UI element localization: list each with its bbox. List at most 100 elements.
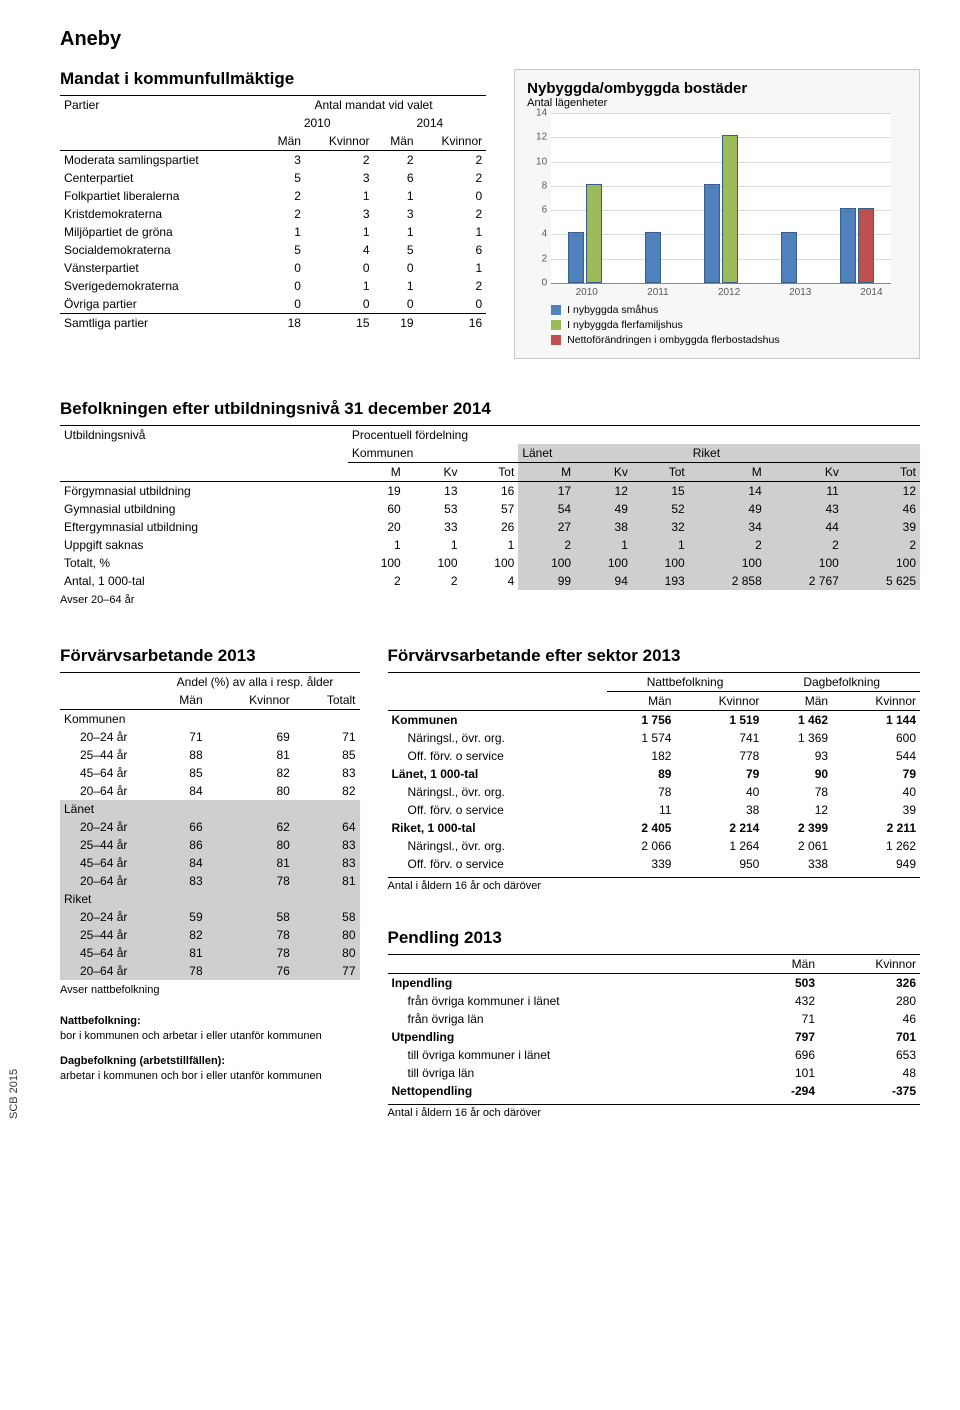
forvarv-cell: 58 — [294, 908, 360, 926]
utb-group: Kommunen — [348, 444, 518, 463]
forvarv-cell: 66 — [151, 818, 207, 836]
mandat-cell: 1 — [305, 187, 374, 205]
mandat-cell: 2 — [374, 151, 418, 170]
sektor-sub: Män — [607, 692, 676, 711]
utb-cell: 1 — [462, 536, 519, 554]
mandat-cell: 1 — [305, 277, 374, 295]
mandat-cell: 2 — [261, 205, 305, 223]
chart-ytick: 0 — [542, 278, 548, 289]
sektor-cell: 2 405 — [607, 819, 676, 837]
utb-cell: 15 — [632, 482, 689, 501]
utb-cell: 54 — [518, 500, 575, 518]
utb-sub: Kv — [766, 463, 843, 482]
mandat-cell: 0 — [418, 295, 487, 314]
utb-cell: 19 — [348, 482, 405, 501]
pendling-row-name: Inpendling — [388, 974, 753, 993]
mandat-cell: 1 — [261, 223, 305, 241]
sektor-cell: 39 — [832, 801, 920, 819]
mandat-row-name: Sverigedemokraterna — [60, 277, 261, 295]
sektor-h2: Dagbefolkning — [763, 673, 920, 692]
forvarv-cell: 85 — [151, 764, 207, 782]
legend-item: Nettoförändringen i ombyggda flerbostads… — [551, 334, 907, 346]
forvarv-cell: 78 — [207, 872, 294, 890]
utb-cell: 100 — [689, 554, 766, 572]
mandat-cell: 1 — [418, 223, 487, 241]
col-antal: Antal mandat vid valet — [261, 96, 486, 115]
forvarv-table: Andel (%) av alla i resp. ålder MänKvinn… — [60, 672, 360, 980]
utb-sub: Kv — [405, 463, 462, 482]
mandat-cell: 1 — [374, 277, 418, 295]
chart-title: Nybyggda/ombyggda bostäder — [527, 80, 907, 97]
chart-xlabel: 2011 — [622, 287, 693, 298]
legend-swatch — [551, 305, 561, 315]
sektor-cell: 1 574 — [607, 729, 676, 747]
mandat-row-name: Miljöpartiet de gröna — [60, 223, 261, 241]
forvarv-cell: 80 — [207, 782, 294, 800]
sektor-cell: 40 — [675, 783, 763, 801]
utb-cell: 4 — [462, 572, 519, 590]
pendling-cell: 71 — [753, 1010, 819, 1028]
sektor-cell: 949 — [832, 855, 920, 873]
mandat-cell: 1 — [374, 223, 418, 241]
sektor-cell: 1 756 — [607, 711, 676, 730]
mandat-cell: 0 — [261, 259, 305, 277]
forvarv-cell: 59 — [151, 908, 207, 926]
utb-sub: M — [518, 463, 575, 482]
forvarv-cell: 80 — [294, 926, 360, 944]
chart-area: 02468101214 — [551, 113, 891, 283]
utb-cell: 2 767 — [766, 572, 843, 590]
legend-label: I nybyggda flerfamiljshus — [567, 319, 683, 331]
sektor-cell: 40 — [832, 783, 920, 801]
forvarv-cell: 84 — [151, 782, 207, 800]
mandat-cell: 3 — [261, 151, 305, 170]
chart-legend: I nybyggda småhus I nybyggda flerfamiljsh… — [551, 304, 907, 346]
mandat-row-name: Moderata samlingspartiet — [60, 151, 261, 170]
mandat-row-name: Centerpartiet — [60, 169, 261, 187]
definitions: Nattbefolkning: bor i kommunen och arbet… — [60, 1014, 340, 1083]
utb-cell: 1 — [632, 536, 689, 554]
utb-cell: 26 — [462, 518, 519, 536]
sektor-cell: 12 — [763, 801, 832, 819]
utb-sub: Tot — [843, 463, 920, 482]
mandat-cell: 1 — [305, 223, 374, 241]
forvarv-cell: 82 — [151, 926, 207, 944]
sektor-row-name: Off. förv. o service — [388, 801, 607, 819]
sektor-cell: 338 — [763, 855, 832, 873]
forvarv-group: Riket — [60, 890, 151, 908]
utb-cell: 44 — [766, 518, 843, 536]
mandat-year: 2014 — [374, 114, 487, 132]
utb-sub: M — [689, 463, 766, 482]
mandat-row-name: Övriga partier — [60, 295, 261, 314]
mandat-cell: 18 — [261, 314, 305, 333]
def1-h: Nattbefolkning: — [60, 1015, 141, 1027]
pendling-foot: Antal i åldern 16 år och däröver — [388, 1104, 920, 1119]
utb-cell: 12 — [843, 482, 920, 501]
sektor-cell: 2 061 — [763, 837, 832, 855]
forvarv-cell: 84 — [151, 854, 207, 872]
mandat-row-name: Samtliga partier — [60, 314, 261, 333]
utb-cell: 12 — [575, 482, 632, 501]
side-label: SCB 2015 — [8, 1069, 20, 1119]
pendling-title: Pendling 2013 — [388, 928, 920, 948]
forvarv-cell: 80 — [207, 836, 294, 854]
sektor-cell: 1 262 — [832, 837, 920, 855]
forvarv-row-name: 20–24 år — [60, 908, 151, 926]
utb-row-name: Gymnasial utbildning — [60, 500, 348, 518]
legend-label: I nybyggda småhus — [567, 304, 658, 316]
forvarv-row-name: 45–64 år — [60, 854, 151, 872]
def2-h: Dagbefolkning (arbetstillfällen): — [60, 1055, 225, 1067]
chart-xlabels: 20102011201220132014 — [551, 287, 907, 298]
pendling-row-name: till övriga kommuner i länet — [388, 1046, 753, 1064]
utb-cell: 53 — [405, 500, 462, 518]
utb-cell: 193 — [632, 572, 689, 590]
sektor-cell: 1 144 — [832, 711, 920, 730]
utb-cell: 57 — [462, 500, 519, 518]
utb-cell: 100 — [843, 554, 920, 572]
forvarv-cell: 81 — [294, 872, 360, 890]
utb-cell: 1 — [405, 536, 462, 554]
sektor-cell: 544 — [832, 747, 920, 765]
forvarv-cell: 88 — [151, 746, 207, 764]
forvarv-col: Totalt — [294, 691, 360, 710]
sektor-cell: 1 519 — [675, 711, 763, 730]
sektor-row-name: Riket, 1 000-tal — [388, 819, 607, 837]
